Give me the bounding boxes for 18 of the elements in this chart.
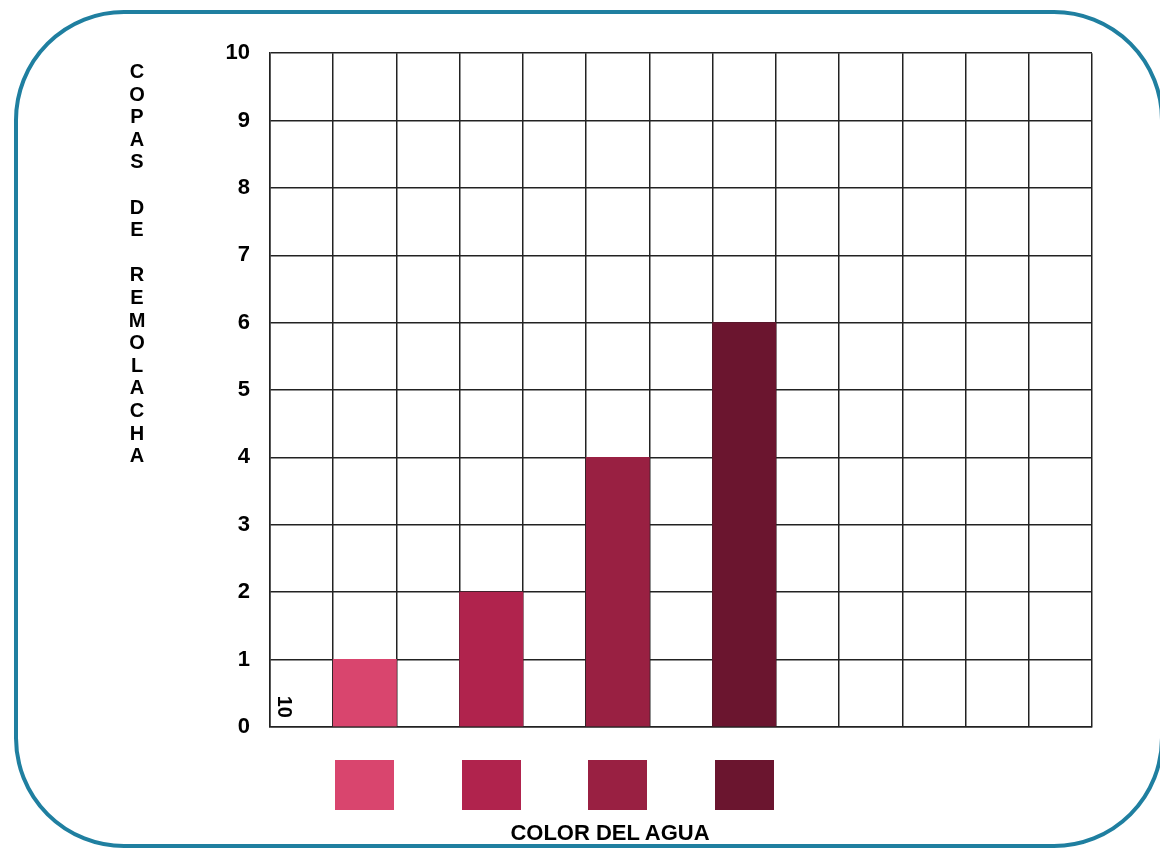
y-tick-label: 10 bbox=[225, 39, 250, 65]
bar bbox=[585, 457, 650, 727]
y-tick-label: 6 bbox=[237, 308, 250, 334]
y-tick-label: 8 bbox=[237, 173, 250, 199]
y-tick-label: 5 bbox=[237, 376, 250, 402]
bar bbox=[332, 659, 397, 727]
y-tick-label: 2 bbox=[237, 578, 250, 604]
text: COPAS DE REMOLACHA bbox=[128, 60, 146, 467]
y-tick-label: 4 bbox=[237, 443, 251, 469]
bar bbox=[712, 322, 777, 727]
y-tick-label: 0 bbox=[237, 712, 250, 738]
y-tick-label: 7 bbox=[237, 241, 250, 267]
y-tick-label: 3 bbox=[237, 510, 250, 536]
x-axis-title: COLOR DEL AGUA bbox=[509, 820, 711, 846]
bar bbox=[459, 591, 524, 727]
annotation: 10 bbox=[274, 695, 297, 718]
y-tick-label: 1 bbox=[237, 645, 250, 671]
y-tick-label: 9 bbox=[237, 106, 250, 132]
